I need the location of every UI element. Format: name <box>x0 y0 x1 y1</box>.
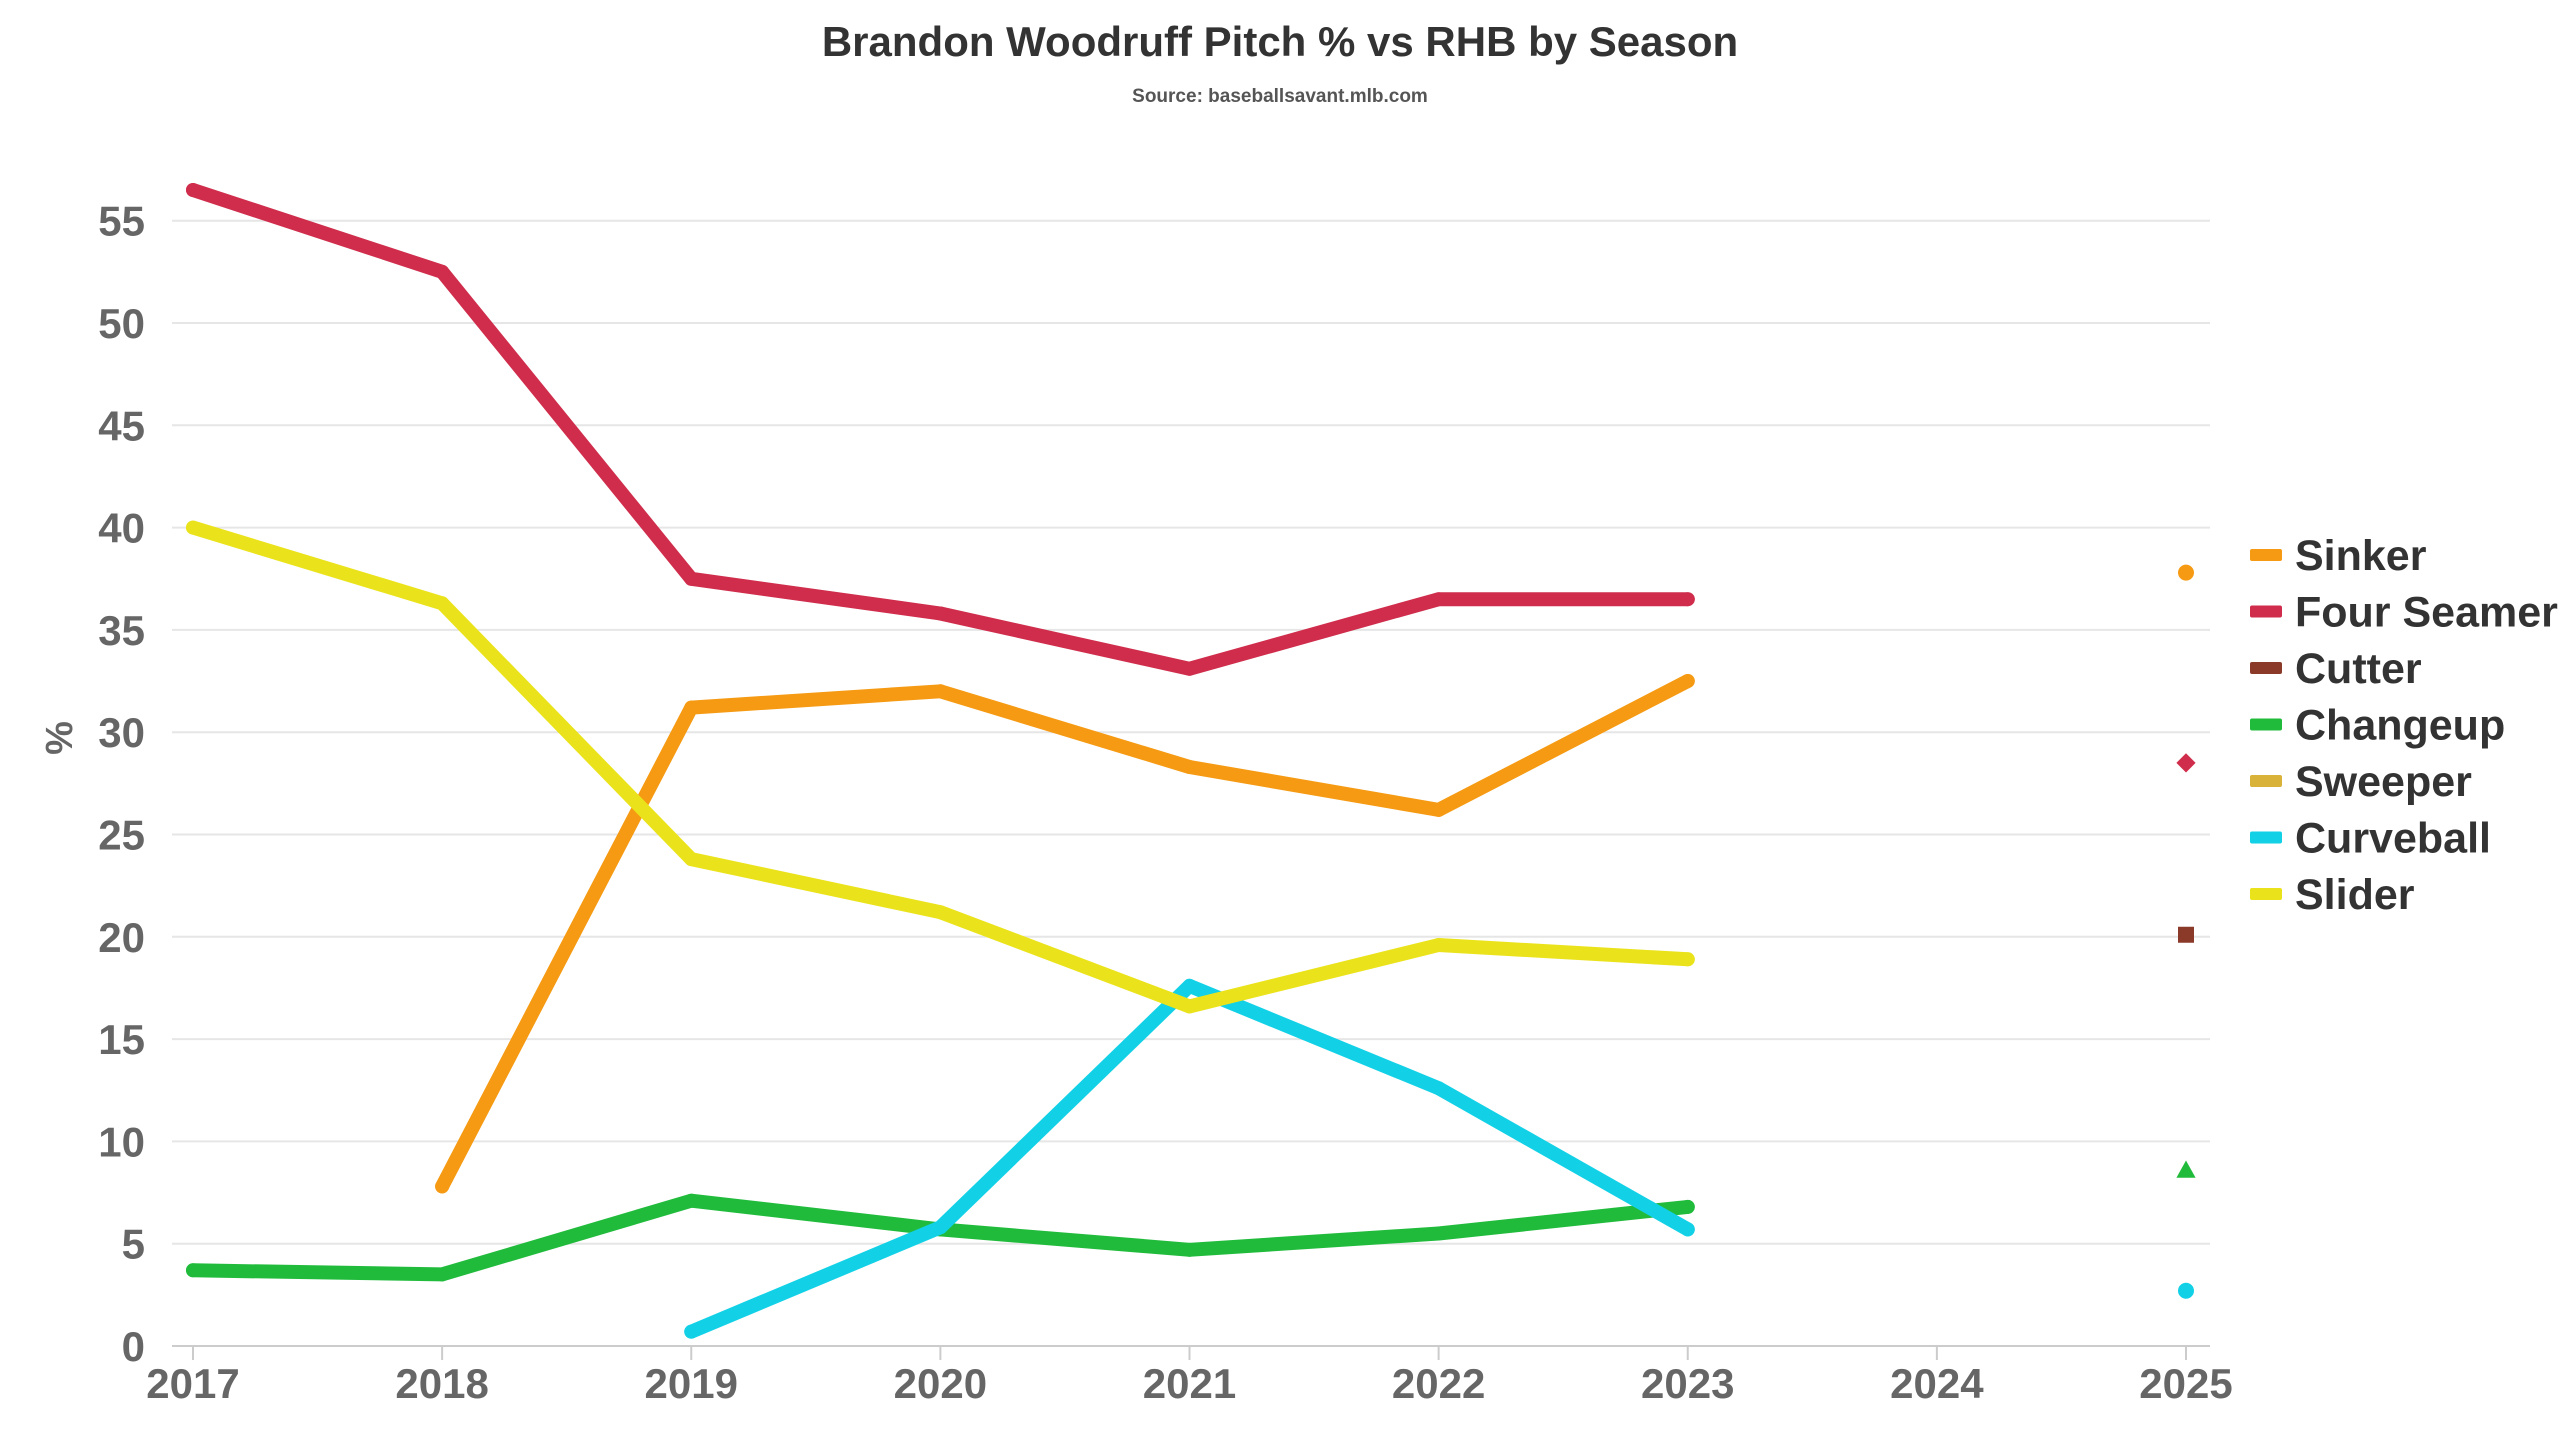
x-tick-label: 2019 <box>645 1360 738 1407</box>
legend-swatch-sweeper <box>2250 775 2282 787</box>
data-point-four-seamer <box>1680 592 1695 607</box>
series-line-changeup <box>186 1193 1695 1282</box>
y-tick-label: 25 <box>98 812 145 859</box>
y-tick-label: 50 <box>98 300 145 347</box>
data-point-changeup <box>684 1193 699 1208</box>
legend-swatch-changeup <box>2250 718 2282 731</box>
series-changeup <box>186 1160 2196 1282</box>
data-point-slider <box>435 596 450 611</box>
x-tick-label: 2020 <box>894 1360 987 1407</box>
data-point-slider <box>1680 952 1695 967</box>
legend-label-changeup: Changeup <box>2295 702 2505 750</box>
chart-subtitle: Source: baseballsavant.mlb.com <box>1132 86 1428 107</box>
legend-label-cutter: Cutter <box>2295 645 2422 693</box>
data-point-changeup <box>2176 1160 2196 1178</box>
data-point-changeup <box>1431 1226 1446 1241</box>
x-tick-label: 2025 <box>2139 1360 2232 1407</box>
data-point-sinker <box>1680 674 1695 689</box>
legend-label-sinker: Sinker <box>2295 532 2427 580</box>
data-point-changeup <box>1182 1242 1197 1257</box>
data-point-curveball <box>2178 1282 2194 1299</box>
data-point-slider <box>1182 999 1197 1014</box>
data-point-sinker <box>435 1179 450 1194</box>
series-line-sinker <box>435 674 1695 1194</box>
y-tick-label: 30 <box>98 709 145 756</box>
series-slider <box>186 520 1695 1014</box>
y-tick-label: 5 <box>122 1221 145 1268</box>
y-tick-label: 0 <box>122 1323 145 1370</box>
data-point-four-seamer <box>933 606 948 621</box>
data-point-curveball <box>1182 978 1197 993</box>
legend-item-curveball[interactable]: Curveball <box>2250 815 2491 863</box>
legend-item-sweeper[interactable]: Sweeper <box>2250 758 2472 806</box>
x-tick-label: 2023 <box>1641 1360 1734 1407</box>
data-point-four-seamer <box>2176 753 2196 773</box>
legend-item-slider[interactable]: Slider <box>2250 871 2415 919</box>
series-four-seamer <box>186 183 2196 773</box>
data-point-slider <box>933 905 948 920</box>
data-point-changeup <box>435 1267 450 1282</box>
series-line-curveball <box>684 978 1695 1339</box>
data-point-four-seamer <box>684 571 699 586</box>
series-curveball <box>684 978 2194 1339</box>
legend-label-slider: Slider <box>2295 871 2415 919</box>
data-point-sinker <box>933 684 948 699</box>
legend-label-curveball: Curveball <box>2295 815 2491 863</box>
y-axis-title: % <box>39 721 81 755</box>
x-tick-label: 2021 <box>1143 1360 1236 1407</box>
y-tick-label: 20 <box>98 914 145 961</box>
series-cutter <box>2178 926 2194 943</box>
data-point-slider <box>186 520 200 535</box>
legend[interactable]: Sinker Four Seamer Cutter Changeup Sweeper Cu… <box>2250 532 2558 919</box>
legend-swatch-cutter <box>2250 662 2282 674</box>
x-tick-label: 2024 <box>1890 1360 1984 1407</box>
y-tick-label: 40 <box>98 505 145 552</box>
data-point-curveball <box>933 1220 948 1235</box>
legend-swatch-slider <box>2250 888 2282 900</box>
legend-item-cutter[interactable]: Cutter <box>2250 645 2422 693</box>
legend-item-sinker[interactable]: Sinker <box>2250 532 2427 580</box>
data-point-slider <box>1431 937 1446 952</box>
data-point-curveball <box>684 1324 699 1339</box>
data-point-four-seamer <box>435 264 450 279</box>
y-tick-label: 45 <box>98 402 145 449</box>
legend-swatch-curveball <box>2250 831 2282 844</box>
data-point-changeup <box>186 1263 200 1278</box>
data-point-sinker <box>684 700 699 715</box>
data-point-sinker <box>1431 802 1446 817</box>
y-tick-label: 10 <box>98 1118 145 1165</box>
y-tick-label: 35 <box>98 607 145 654</box>
legend-item-four-seamer[interactable]: Four Seamer <box>2250 589 2558 637</box>
x-tick-label: 2022 <box>1392 1360 1485 1407</box>
legend-swatch-four-seamer <box>2250 605 2282 618</box>
y-tick-label: 15 <box>98 1016 145 1063</box>
y-tick-label: 55 <box>98 198 145 245</box>
data-point-cutter <box>2178 926 2194 943</box>
series-sinker <box>435 564 2194 1194</box>
legend-swatch-sinker <box>2250 549 2282 561</box>
data-point-sinker <box>2178 564 2194 581</box>
series-layer <box>186 183 2196 1339</box>
data-point-four-seamer <box>1182 661 1197 676</box>
legend-item-changeup[interactable]: Changeup <box>2250 702 2505 750</box>
data-point-four-seamer <box>186 183 200 198</box>
data-point-slider <box>684 852 699 867</box>
data-point-four-seamer <box>1431 592 1446 607</box>
data-point-changeup <box>1680 1199 1695 1214</box>
data-point-curveball <box>1680 1222 1695 1237</box>
legend-label-sweeper: Sweeper <box>2295 758 2472 806</box>
x-tick-label: 2017 <box>146 1360 239 1407</box>
data-point-sinker <box>1182 759 1197 774</box>
chart-title: Brandon Woodruff Pitch % vs RHB by Seaso… <box>822 18 1738 65</box>
grid-layer <box>172 219 2210 1245</box>
data-point-curveball <box>1431 1081 1446 1096</box>
x-tick-label: 2018 <box>395 1360 488 1407</box>
legend-label-four-seamer: Four Seamer <box>2295 589 2558 637</box>
